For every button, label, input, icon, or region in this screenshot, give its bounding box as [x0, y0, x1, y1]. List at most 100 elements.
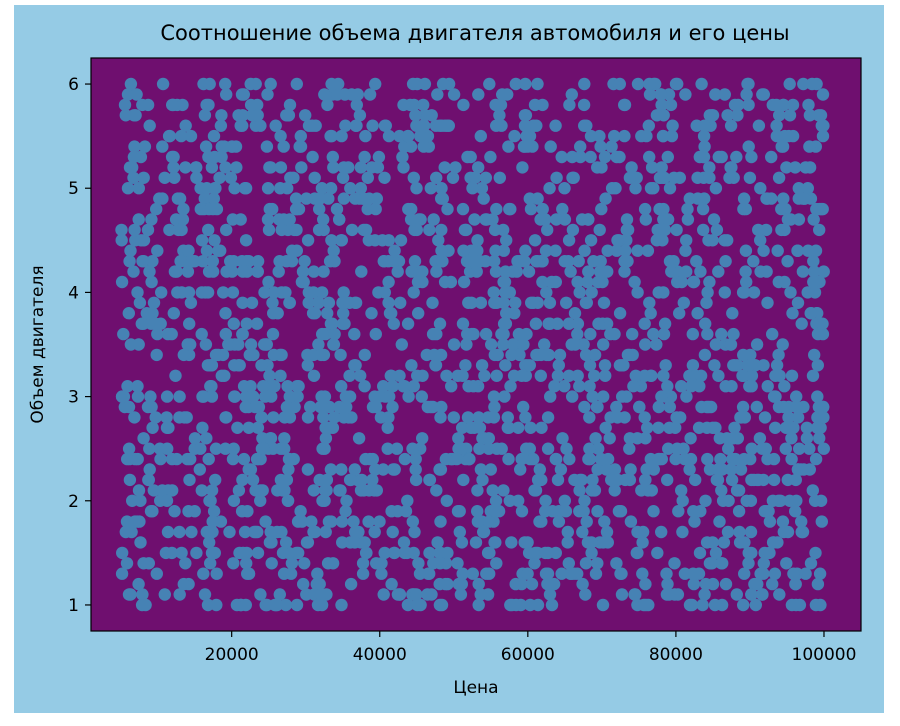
scatter-point — [281, 494, 295, 507]
scatter-point — [301, 348, 314, 362]
scatter-point — [713, 432, 726, 445]
scatter-point — [215, 150, 228, 164]
scatter-point — [270, 525, 284, 539]
scatter-point — [382, 129, 396, 143]
scatter-point — [567, 171, 580, 184]
scatter-point — [564, 265, 577, 278]
scatter-point — [623, 171, 637, 184]
scatter-point — [727, 327, 740, 341]
scatter-point — [381, 421, 394, 434]
scatter-point — [581, 536, 595, 549]
scatter-point — [327, 244, 340, 257]
scatter-point — [571, 327, 584, 341]
scatter-point — [629, 182, 642, 195]
scatter-point — [702, 234, 715, 247]
scatter-point — [626, 348, 639, 362]
scatter-point — [505, 536, 518, 549]
scatter-point — [591, 463, 604, 476]
scatter-point — [290, 598, 304, 612]
scatter-point — [130, 88, 143, 101]
scatter-point — [498, 390, 511, 403]
scatter-point — [639, 577, 652, 591]
scatter-point — [327, 161, 340, 174]
scatter-point — [344, 182, 357, 195]
scatter-point — [388, 244, 401, 257]
scatter-point — [664, 98, 678, 112]
scatter-point — [600, 525, 614, 539]
scatter-point — [571, 369, 584, 382]
scatter-point — [540, 286, 553, 299]
scatter-point — [694, 505, 707, 518]
scatter-point — [729, 452, 742, 466]
scatter-point — [763, 515, 777, 528]
scatter-point — [401, 494, 414, 507]
scatter-point — [757, 359, 770, 372]
scatter-point — [615, 567, 628, 580]
scatter-point — [742, 359, 755, 372]
scatter-point — [147, 484, 160, 497]
scatter-point — [539, 494, 552, 507]
scatter-point — [402, 202, 415, 216]
y-axis-label: Объем двигателя — [28, 265, 48, 423]
scatter-point — [197, 567, 210, 580]
scatter-point — [522, 265, 536, 278]
scatter-point — [179, 161, 192, 174]
scatter-point — [592, 317, 605, 330]
scatter-point — [778, 380, 791, 393]
scatter-point — [705, 109, 719, 122]
scatter-point — [433, 317, 447, 330]
scatter-point — [580, 515, 593, 528]
scatter-point — [631, 525, 644, 539]
scatter-point — [309, 119, 322, 132]
scatter-point — [198, 192, 211, 205]
scatter-point — [721, 525, 735, 539]
scatter-point — [345, 223, 359, 237]
scatter-point — [551, 473, 565, 487]
scatter-point — [490, 296, 503, 309]
scatter-point — [122, 400, 136, 414]
scatter-point — [239, 390, 253, 403]
scatter-point — [228, 390, 242, 403]
scatter-point — [456, 421, 469, 434]
scatter-point — [132, 213, 145, 226]
scatter-point — [406, 442, 419, 455]
scatter-point — [251, 265, 264, 278]
scatter-point — [583, 411, 596, 424]
scatter-point — [578, 400, 591, 414]
scatter-point — [617, 359, 630, 372]
scatter-point — [703, 161, 716, 174]
scatter-point — [601, 244, 614, 257]
scatter-point — [254, 588, 267, 601]
scatter-point — [675, 275, 688, 289]
scatter-point — [326, 421, 340, 434]
scatter-point — [700, 421, 714, 434]
scatter-point — [369, 400, 383, 414]
scatter-point — [401, 317, 415, 330]
scatter-point — [155, 286, 168, 299]
scatter-point — [474, 296, 488, 309]
scatter-point — [317, 411, 330, 424]
scatter-point — [297, 275, 310, 289]
scatter-point — [631, 546, 644, 560]
scatter-point — [361, 171, 374, 184]
scatter-point — [483, 515, 496, 528]
scatter-point — [298, 255, 311, 268]
scatter-point — [539, 505, 552, 518]
scatter-point — [386, 380, 399, 393]
scatter-point — [182, 244, 195, 257]
scatter-point — [426, 327, 440, 341]
scatter-point — [319, 432, 333, 445]
scatter-point — [455, 442, 469, 455]
scatter-point — [215, 140, 228, 153]
scatter-point — [657, 369, 670, 382]
scatter-point — [175, 223, 188, 237]
scatter-point — [503, 286, 516, 299]
scatter-point — [289, 192, 303, 205]
scatter-point — [739, 244, 753, 257]
scatter-point — [627, 380, 640, 393]
scatter-point — [136, 255, 149, 268]
scatter-point — [518, 255, 531, 268]
scatter-point — [242, 567, 256, 580]
scatter-point — [317, 265, 330, 278]
scatter-point — [217, 286, 230, 299]
